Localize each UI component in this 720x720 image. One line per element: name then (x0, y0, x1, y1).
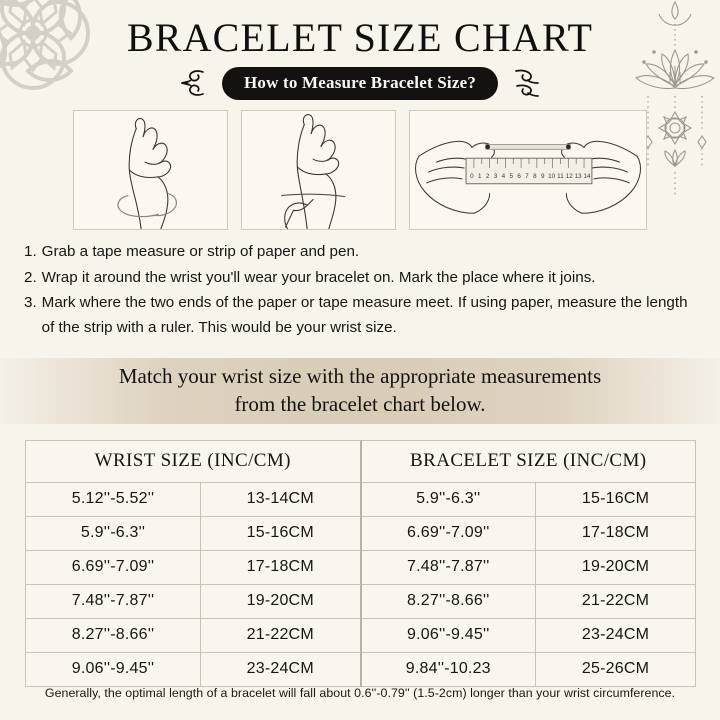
step-number: 3. (24, 294, 37, 312)
table-row: 9.06''-9.45'' 23-24CM 9.84''-10.23 25-26… (25, 652, 697, 687)
cell-bracelet-inch: 9.06''-9.45'' (359, 618, 537, 653)
cell-bracelet-cm: 25-26CM (535, 652, 697, 687)
svg-text:10: 10 (548, 173, 555, 180)
svg-text:2: 2 (486, 173, 490, 180)
footer-note: Generally, the optimal length of a brace… (44, 686, 676, 700)
svg-text:3: 3 (494, 173, 498, 180)
table-row: 5.9''-6.3'' 15-16CM 6.69''-7.09'' 17-18C… (25, 516, 697, 551)
svg-text:14: 14 (584, 173, 591, 180)
svg-text:1: 1 (478, 173, 482, 180)
cell-wrist-inch: 7.48''-7.87'' (25, 584, 201, 619)
cell-bracelet-inch: 6.69''-7.09'' (359, 516, 537, 551)
cell-wrist-cm: 15-16CM (199, 516, 362, 551)
swirl-flourish-right-icon (515, 69, 539, 97)
header-wrist-size: WRIST SIZE (INC/CM) (24, 440, 362, 483)
instruction-steps: 1. Grab a tape measure or strip of paper… (24, 240, 700, 342)
banner-line-1: Match your wrist size with the appropria… (118, 364, 602, 389)
svg-text:9: 9 (541, 173, 545, 180)
svg-text:13: 13 (575, 173, 582, 180)
swirl-flourish-left-icon (181, 70, 204, 96)
banner-line-2: from the bracelet chart below. (234, 392, 486, 416)
step-number: 2. (24, 268, 37, 286)
table-row: 7.48''-7.87'' 19-20CM 8.27''-8.66'' 21-2… (25, 584, 697, 619)
size-table: WRIST SIZE (INC/CM) BRACELET SIZE (INC/C… (24, 440, 697, 687)
step-text: Wrap it around the wrist you'll wear you… (41, 268, 596, 286)
match-size-banner: Match your wrist size with the appropria… (0, 358, 720, 424)
svg-text:7: 7 (525, 173, 529, 180)
table-row: 5.12''-5.52'' 13-14CM 5.9''-6.3'' 15-16C… (25, 482, 697, 517)
cell-bracelet-cm: 19-20CM (535, 550, 697, 585)
svg-text:11: 11 (557, 173, 564, 180)
cell-wrist-inch: 8.27''-8.66'' (25, 618, 201, 653)
lotus-ornament (634, 0, 716, 196)
size-table-wrapper: WRIST SIZE (INC/CM) BRACELET SIZE (INC/C… (24, 440, 697, 687)
how-to-measure-badge: How to Measure Bracelet Size? (221, 66, 499, 100)
instruction-step: 2. Wrap it around the wrist you'll wear … (24, 266, 700, 291)
cell-wrist-inch: 5.9''-6.3'' (25, 516, 201, 551)
svg-text:6: 6 (517, 173, 521, 180)
svg-text:8: 8 (533, 173, 537, 180)
cell-wrist-cm: 19-20CM (199, 584, 362, 619)
cell-bracelet-inch: 5.9''-6.3'' (359, 482, 537, 517)
cell-bracelet-cm: 21-22CM (535, 584, 697, 619)
mandala-ornament (0, 0, 91, 91)
cell-wrist-cm: 21-22CM (199, 618, 362, 653)
svg-text:4: 4 (502, 173, 506, 180)
cell-wrist-inch: 9.06''-9.45'' (25, 652, 201, 687)
cell-bracelet-cm: 17-18CM (535, 516, 697, 551)
how-to-measure-badge-row: How to Measure Bracelet Size? (0, 66, 720, 100)
table-header-row: WRIST SIZE (INC/CM) BRACELET SIZE (INC/C… (24, 440, 697, 483)
cell-wrist-cm: 17-18CM (199, 550, 362, 585)
cell-bracelet-inch: 9.84''-10.23 (359, 652, 537, 687)
svg-text:12: 12 (566, 173, 573, 180)
table-row: 6.69''-7.09'' 17-18CM 7.48''-7.87'' 19-2… (25, 550, 697, 585)
svg-text:0: 0 (470, 173, 474, 180)
cell-bracelet-cm: 15-16CM (535, 482, 697, 517)
svg-text:5: 5 (510, 173, 514, 180)
step-number: 1. (24, 243, 37, 260)
cell-wrist-cm: 13-14CM (199, 482, 362, 517)
header-bracelet-size: BRACELET SIZE (INC/CM) (359, 440, 697, 483)
table-row: 8.27''-8.66'' 21-22CM 9.06''-9.45'' 23-2… (25, 618, 697, 653)
panel-hand-with-tape-strip (73, 110, 228, 230)
step-text: Mark where the two ends of the paper or … (41, 294, 688, 336)
instruction-step: 1. Grab a tape measure or strip of paper… (24, 240, 700, 265)
cell-bracelet-inch: 7.48''-7.87'' (359, 550, 537, 585)
panel-hand-with-pen-marking (241, 110, 396, 230)
instruction-step: 3. Mark where the two ends of the paper … (24, 291, 700, 340)
cell-wrist-cm: 23-24CM (199, 652, 362, 687)
cell-bracelet-inch: 8.27''-8.66'' (359, 584, 537, 619)
cell-wrist-inch: 5.12''-5.52'' (25, 482, 201, 517)
cell-bracelet-cm: 23-24CM (535, 618, 697, 653)
table-body: 5.12''-5.52'' 13-14CM 5.9''-6.3'' 15-16C… (25, 482, 697, 687)
page-title: BRACELET SIZE CHART (126, 15, 594, 60)
step-text: Grab a tape measure or strip of paper an… (41, 243, 360, 260)
cell-wrist-inch: 6.69''-7.09'' (25, 550, 201, 585)
